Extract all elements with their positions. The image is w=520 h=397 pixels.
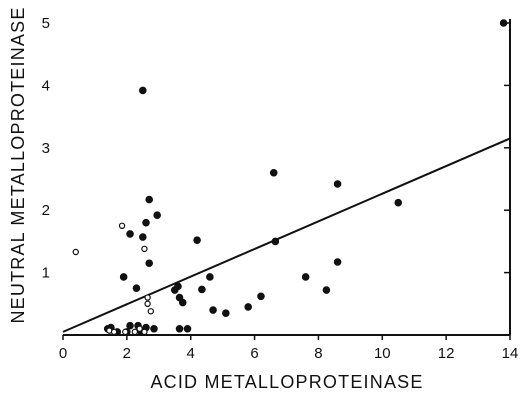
x-tick-label: 12 bbox=[438, 345, 455, 362]
filled-data-point bbox=[183, 324, 192, 333]
y-tick-label: 3 bbox=[42, 140, 50, 157]
filled-data-point bbox=[257, 292, 265, 301]
filled-data-point bbox=[119, 273, 128, 281]
y-tick-label: 4 bbox=[42, 77, 50, 94]
filled-data-point bbox=[150, 324, 158, 333]
filled-data-point bbox=[209, 306, 217, 314]
filled-data-point bbox=[145, 259, 154, 268]
filled-data-point bbox=[301, 273, 310, 281]
x-tick-label: 14 bbox=[502, 345, 519, 362]
filled-data-point bbox=[271, 237, 280, 246]
y-tick-label: 2 bbox=[42, 202, 50, 219]
y-tick-label: 5 bbox=[42, 15, 50, 32]
x-axis-ticks: 0 2 4 6 8 10 12 14 bbox=[59, 335, 519, 362]
open-data-point bbox=[118, 222, 126, 229]
x-tick-label: 8 bbox=[314, 345, 322, 362]
open-data-point bbox=[141, 328, 148, 336]
filled-data-point bbox=[222, 309, 230, 317]
y-axis-ticks: 1 2 3 4 5 bbox=[42, 15, 510, 282]
filled-data-point bbox=[153, 211, 161, 219]
filled-data-point bbox=[145, 195, 154, 204]
filled-data-point bbox=[206, 273, 214, 281]
filled-data-point bbox=[142, 218, 150, 227]
x-tick-label: 6 bbox=[250, 345, 258, 362]
open-data-point bbox=[144, 300, 151, 307]
filled-data-point bbox=[175, 324, 184, 333]
filled-data-point bbox=[244, 303, 252, 311]
filled-data-point bbox=[193, 236, 201, 244]
open-data-point bbox=[131, 328, 139, 336]
x-tick-label: 4 bbox=[187, 345, 195, 362]
filled-data-point bbox=[333, 180, 342, 188]
plot-area bbox=[62, 19, 511, 336]
filled-data-point bbox=[198, 285, 206, 294]
y-tick-label: 1 bbox=[42, 265, 50, 282]
filled-data-point bbox=[333, 258, 342, 266]
y-axis-title: NEUTRAL METALLOPROTEINASE bbox=[8, 6, 28, 323]
filled-data-point bbox=[269, 168, 278, 177]
filled-data-point bbox=[174, 282, 182, 291]
filled-data-point bbox=[126, 321, 134, 330]
filled-data-point bbox=[322, 286, 331, 294]
filled-data-point bbox=[126, 230, 134, 238]
filled-data-point bbox=[139, 86, 147, 95]
filled-data-point bbox=[394, 198, 403, 207]
x-tick-label: 10 bbox=[374, 345, 391, 362]
open-data-point bbox=[141, 245, 148, 253]
open-data-point bbox=[144, 294, 151, 301]
filled-data-point bbox=[132, 284, 141, 293]
open-data-point bbox=[72, 248, 79, 256]
x-axis-title: ACID METALLOPROTEINASE bbox=[150, 372, 423, 392]
open-data-point bbox=[147, 308, 155, 315]
filled-data-point bbox=[178, 298, 187, 307]
open-data-point bbox=[122, 328, 129, 336]
filled-data-point bbox=[139, 233, 147, 241]
x-tick-label: 2 bbox=[123, 345, 131, 362]
regression-line bbox=[62, 137, 511, 333]
open-data-point bbox=[136, 325, 143, 332]
x-tick-label: 0 bbox=[59, 345, 67, 362]
open-data-point bbox=[110, 328, 118, 336]
